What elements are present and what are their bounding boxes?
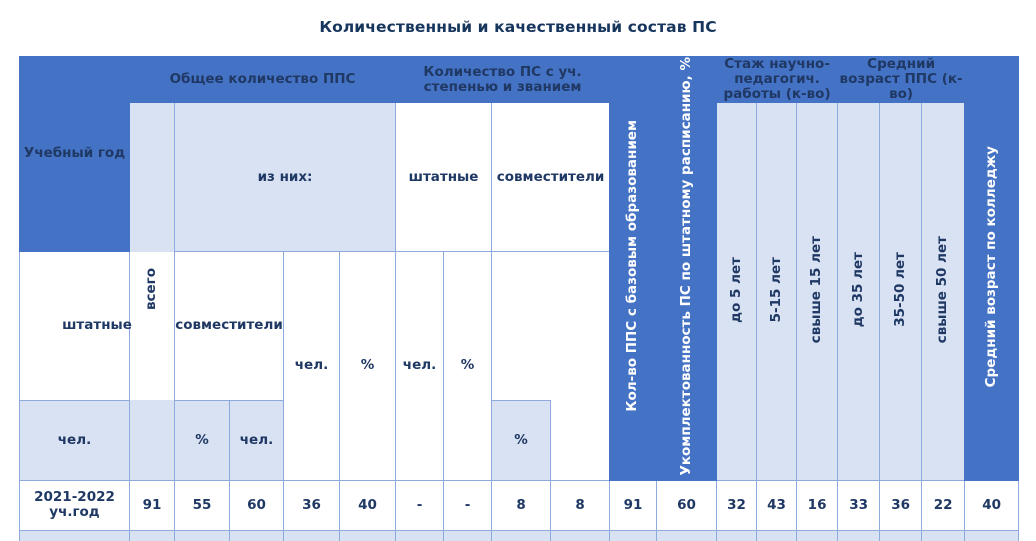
- header-of-which: из них:: [173, 102, 397, 252]
- cell-staff-people: 51: [174, 529, 230, 541]
- cell-avg-age-college: 40: [964, 479, 1020, 531]
- header-avg-age-college: Средний возраст по колледжу: [964, 56, 1020, 481]
- cell-exp-5-15: 43: [756, 479, 798, 531]
- header-degree-parttime-people: чел.: [395, 250, 445, 481]
- cell-staff-percent: 61: [229, 529, 284, 541]
- cell-degree-staff-percent: 1: [443, 529, 493, 541]
- cell-staff-percent: 60: [229, 479, 284, 531]
- cell-exp-under5: 32: [716, 479, 758, 531]
- cell-base-education: 91: [609, 479, 658, 531]
- header-group-total-ppc: Общее количество ППС: [128, 55, 397, 104]
- staff-composition-table-container: Учебный год Общее количество ППС Количес…: [19, 55, 1020, 541]
- header-group-degree: Количество ПС с уч. степенью и званием: [395, 55, 611, 104]
- header-row-subgroups: всего из них: штатные совместители до 5 …: [20, 102, 1019, 481]
- header-degree-staff: штатные: [395, 102, 493, 252]
- header-row-units: чел. % чел. %: [19, 399, 1019, 481]
- cell-staffing: 61: [656, 529, 718, 541]
- header-total-parttime: совместители: [174, 250, 284, 401]
- cell-staff-people: 55: [174, 479, 230, 531]
- header-age-35-50: 35-50 лет: [879, 102, 923, 481]
- table-body: 2021-2022 уч.год 91 55 60 36 40- -8 8 91 60 32 43 16…: [19, 479, 1020, 541]
- cell-degree-parttime-people: 2: [491, 529, 552, 541]
- cell-total: 84: [129, 529, 175, 541]
- header-exp-over15: свыше 15 лет: [796, 102, 839, 481]
- cell-avg-age-college: 42: [964, 529, 1020, 541]
- staff-composition-table: Учебный год Общее количество ППС Количес…: [19, 55, 1020, 541]
- cell-exp-under5: 22: [716, 529, 758, 541]
- header-year-column: Учебный год: [19, 56, 130, 252]
- cell-degree-staff-percent: -: [443, 479, 493, 531]
- cell-parttime-people: 36: [283, 479, 340, 531]
- header-degree-staff-people: чел.: [283, 250, 340, 481]
- cell-year: 2022-2023 уч.год: [19, 529, 130, 541]
- table-row: 2021-2022 уч.год 91 55 60 36 40- -8 8 91 60 32 43 16…: [19, 479, 1020, 531]
- header-group-experience: Стаж научно-педагогич. работы (к-во): [716, 55, 839, 104]
- header-total-parttime-people: чел.: [229, 399, 284, 481]
- cell-year: 2021-2022 уч.год: [19, 479, 130, 531]
- cell-exp-5-15: 47: [756, 529, 798, 541]
- cell-age-over50: 21: [921, 529, 966, 541]
- header-degree-parttime: совместители: [491, 102, 611, 252]
- header-exp-under5: до 5 лет: [716, 102, 758, 481]
- cell-staffing: 60: [656, 479, 718, 531]
- header-staffing: Укомплектованность ПС по штатному распис…: [656, 56, 718, 481]
- cell-exp-over15: 16: [796, 479, 839, 531]
- header-exp-5-15: 5-15 лет: [756, 102, 798, 481]
- header-row-groups: Учебный год Общее количество ППС Количес…: [19, 55, 1020, 481]
- cell-age-under35: 21: [837, 529, 881, 541]
- header-base-education: Кол-во ППС с базовым образованием: [609, 56, 658, 481]
- header-total-parttime-percent: %: [491, 399, 552, 481]
- cell-age-under35: 33: [837, 479, 881, 531]
- cell-parttime-percent: 39: [338, 529, 397, 541]
- cell-exp-over15: 15: [796, 529, 839, 541]
- cell-parttime-percent: 40: [338, 479, 397, 531]
- header-total-staff-people: чел.: [19, 399, 130, 481]
- cell-degree-parttime-percent: 8: [550, 479, 611, 531]
- header-age-under35: до 35 лет: [837, 102, 881, 481]
- header-degree-staff-percent: %: [338, 250, 397, 481]
- header-degree-parttime-percent: %: [443, 250, 493, 481]
- header-total-staff-percent: %: [174, 399, 230, 481]
- table-head: Учебный год Общее количество ППС Количес…: [19, 55, 1020, 481]
- header-group-avg-age: Средний возраст ППС (к-во): [837, 55, 966, 104]
- cell-degree-parttime-people: 8: [491, 479, 552, 531]
- cell-total: 91: [129, 479, 175, 531]
- header-age-over50: свыше 50 лет: [921, 102, 966, 481]
- cell-base-education: 84: [609, 529, 658, 541]
- cell-age-over50: 22: [921, 479, 966, 531]
- cell-degree-parttime-percent: 2: [550, 529, 611, 541]
- cell-parttime-people: 33: [283, 529, 340, 541]
- cell-degree-staff-people: 1: [395, 529, 445, 541]
- cell-age-35-50: 42: [879, 529, 923, 541]
- table-row: 2022-2023 уч.год845161333911228461224715…: [19, 529, 1020, 541]
- cell-age-35-50: 36: [879, 479, 923, 531]
- page-title: Количественный и качественный состав ПС: [319, 18, 717, 36]
- cell-degree-staff-people: -: [395, 479, 445, 531]
